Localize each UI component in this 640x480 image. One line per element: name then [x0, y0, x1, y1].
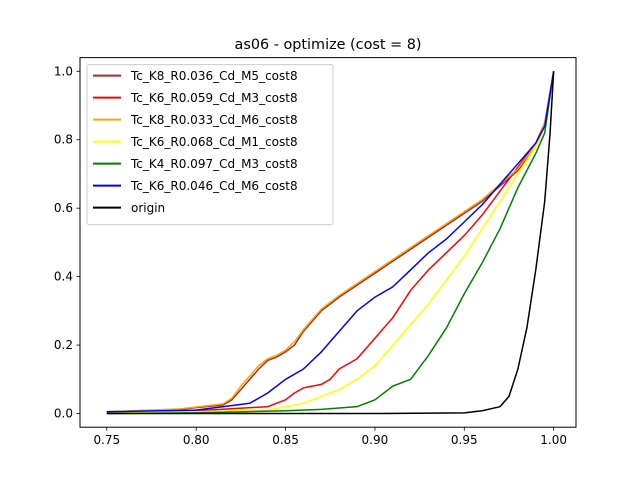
series-line-6 — [106, 71, 555, 413]
y-tick-label: 1.0 — [54, 64, 73, 78]
chart-title: as06 - optimize (cost = 8) — [235, 37, 422, 53]
legend-label: Tc_K4_R0.097_Cd_M3_cost8 — [130, 157, 298, 171]
legend-label: Tc_K8_R0.033_Cd_M6_cost8 — [130, 113, 298, 127]
series-line-4 — [106, 71, 555, 414]
y-axis: 0.0 0.2 0.4 0.6 0.8 1.0 — [54, 64, 80, 421]
series-line-7 — [106, 71, 555, 415]
x-tick-label: 1.00 — [540, 433, 567, 447]
y-tick-label: 0.6 — [54, 201, 73, 215]
x-tick-label: 0.75 — [93, 433, 120, 447]
legend: Tc_K8_R0.036_Cd_M5_cost8 Tc_K6_R0.059_Cd_… — [86, 64, 334, 226]
plot-area — [106, 71, 555, 415]
legend-label: Tc_K6_R0.046_Cd_M6_cost8 — [130, 179, 298, 193]
x-axis: 0.75 0.80 0.85 0.90 0.95 1.00 — [93, 427, 567, 447]
axes-frame — [79, 57, 577, 428]
legend-label: origin — [131, 201, 165, 215]
y-tick-label: 0.4 — [54, 270, 73, 284]
series-line-5 — [106, 71, 555, 415]
series-line-2 — [106, 71, 555, 413]
legend-label: Tc_K6_R0.068_Cd_M1_cost8 — [130, 135, 298, 149]
y-tick-label: 0.2 — [54, 338, 73, 352]
x-tick-label: 0.80 — [183, 433, 210, 447]
x-tick-label: 0.95 — [451, 433, 478, 447]
legend-box — [86, 64, 334, 226]
y-tick-label: 0.0 — [54, 407, 73, 421]
x-tick-label: 0.90 — [362, 433, 389, 447]
series-line-3 — [106, 71, 555, 413]
y-tick-label: 0.8 — [54, 133, 73, 147]
legend-label: Tc_K6_R0.059_Cd_M3_cost8 — [130, 91, 298, 105]
legend-label: Tc_K8_R0.036_Cd_M5_cost8 — [130, 69, 298, 83]
x-tick-label: 0.85 — [272, 433, 299, 447]
